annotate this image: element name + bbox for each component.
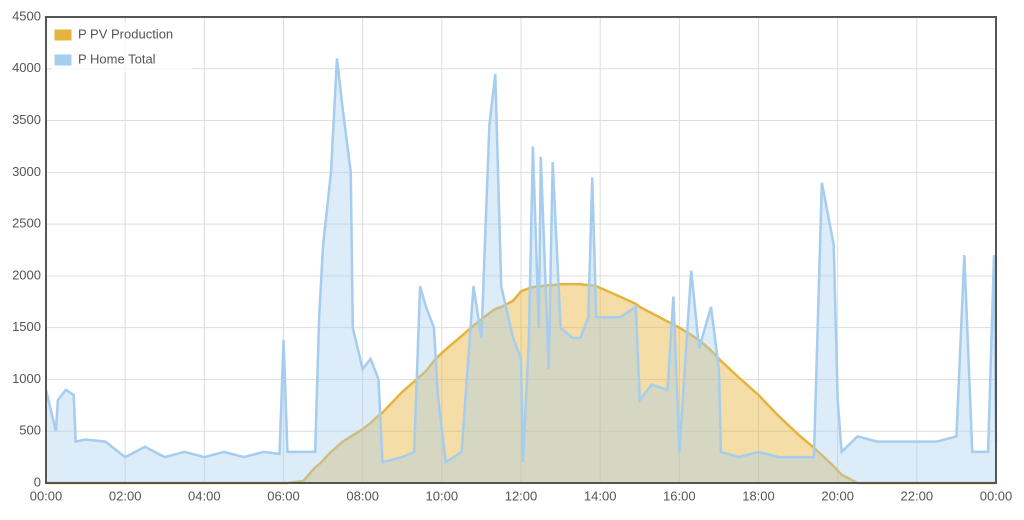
y-tick-label: 500 [19, 423, 41, 438]
x-tick-label: 00:00 [980, 488, 1013, 503]
x-tick-label: 10:00 [426, 488, 459, 503]
legend-label: P PV Production [78, 26, 173, 41]
y-tick-label: 4500 [12, 8, 41, 23]
legend-box [52, 22, 192, 72]
line [44, 58, 998, 465]
y-tick-label: 2500 [12, 216, 41, 231]
x-tick-label: 06:00 [267, 488, 300, 503]
y-tick-label: 4000 [12, 60, 41, 75]
x-tick-label: 16:00 [663, 488, 696, 503]
x-tick-label: 00:00 [30, 488, 63, 503]
area [46, 58, 996, 484]
y-tick-label: 3000 [12, 164, 41, 179]
y-tick-label: 1500 [12, 319, 41, 334]
x-tick-label: 12:00 [505, 488, 538, 503]
y-tick-label: 2000 [12, 267, 41, 282]
x-tick-label: 08:00 [346, 488, 379, 503]
y-tick-label: 3500 [12, 112, 41, 127]
legend-label: P Home Total [78, 51, 156, 66]
legend-swatch [53, 28, 73, 42]
x-tick-label: 14:00 [584, 488, 617, 503]
plot-border [45, 16, 997, 484]
y-tick-label: 1000 [12, 371, 41, 386]
x-tick-label: 20:00 [821, 488, 854, 503]
x-tick-label: 04:00 [188, 488, 221, 503]
y-tick-label: 0 [34, 474, 41, 489]
x-tick-label: 18:00 [742, 488, 775, 503]
x-tick-label: 22:00 [901, 488, 934, 503]
x-tick-label: 02:00 [109, 488, 142, 503]
legend-swatch [53, 53, 73, 67]
